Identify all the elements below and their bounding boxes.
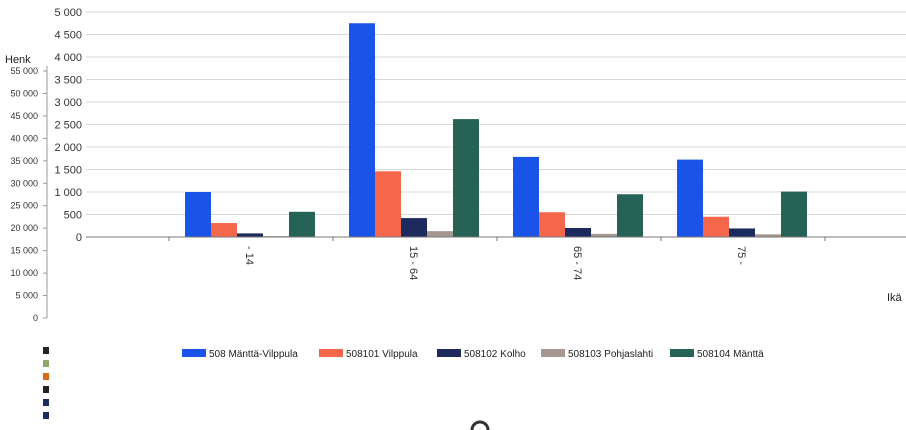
legend-swatch	[437, 349, 461, 357]
bar	[781, 191, 807, 237]
bar	[211, 223, 237, 237]
foreground-chart: 5 000 4 500 4 000 3 500 3 000 2 500 2 000 1 500…	[54, 5, 906, 280]
legend-label: 508102 Kolho	[464, 349, 526, 360]
legend-swatch	[182, 349, 206, 357]
y-tick-label: 4 500	[54, 30, 82, 42]
bar	[401, 218, 427, 237]
bar	[729, 228, 755, 237]
y-tick-label: 3 000	[54, 97, 82, 109]
bar	[349, 23, 375, 237]
legend: 508 Mänttä-Vilppula 508101 Vilppula 508102…	[182, 349, 764, 360]
plot-background	[86, 5, 906, 242]
background-chart: 55 000 50 000 45 000 40 000 35 000 30 000 25 0…	[5, 54, 903, 430]
background-legend-swatch	[43, 347, 49, 354]
y-tick-label: 1 000	[54, 187, 82, 199]
bar	[677, 159, 703, 237]
bar	[565, 228, 591, 237]
loading-icon	[470, 420, 490, 430]
x-axis-label: Ikä	[887, 292, 903, 304]
legend-item: 508102 Kolho	[437, 349, 526, 360]
y-tick-label: 2 000	[54, 142, 82, 154]
legend-swatch	[319, 349, 343, 357]
background-y-tick-label: 45 000	[10, 111, 38, 121]
background-y-tick-label: 15 000	[10, 246, 38, 256]
x-tick-label: 75 -	[735, 246, 747, 265]
background-y-tick-label: 10 000	[10, 268, 38, 278]
background-y-tick-label: 40 000	[10, 133, 38, 143]
background-y-tick-label: 55 000	[10, 66, 38, 76]
y-tick-label: 1 500	[54, 165, 82, 177]
y-tick-label: 500	[64, 210, 82, 222]
bar	[185, 192, 211, 237]
legend-swatch	[541, 349, 565, 357]
legend-label: 508101 Vilppula	[346, 349, 418, 360]
bar	[617, 194, 643, 237]
background-y-tick-label: 25 000	[10, 201, 38, 211]
legend-item: 508104 Mänttä	[670, 349, 764, 360]
background-legend-swatch	[43, 360, 49, 367]
background-y-tick-label: 35 000	[10, 156, 38, 166]
legend-label: 508 Mänttä-Vilppula	[209, 349, 298, 360]
legend-label: 508103 Pohjaslahti	[568, 349, 653, 360]
legend-item: 508 Mänttä-Vilppula	[182, 349, 298, 360]
bar	[453, 119, 479, 237]
y-tick-label: 3 500	[54, 75, 82, 87]
background-legend-swatch	[43, 386, 49, 393]
background-y-tick-label: 30 000	[10, 178, 38, 188]
background-y-tick-label: 50 000	[10, 88, 38, 98]
y-tick-label: 0	[76, 232, 82, 244]
background-y-tick-label: 0	[33, 313, 38, 323]
background-y-tick-label: 5 000	[15, 291, 38, 301]
background-legend-swatch	[43, 373, 49, 380]
x-tick-label: 65 - 74	[571, 246, 583, 280]
legend-item: 508103 Pohjaslahti	[541, 349, 653, 360]
y-tick-label: 5 000	[54, 7, 82, 19]
legend-item: 508101 Vilppula	[319, 349, 418, 360]
background-legend-swatch	[43, 399, 49, 406]
background-legend-swatch	[43, 412, 49, 419]
y-tick-label: 4 000	[54, 52, 82, 64]
bar	[427, 231, 453, 237]
bar	[513, 156, 539, 237]
background-y-tick-label: 20 000	[10, 223, 38, 233]
y-tick-label: 2 500	[54, 120, 82, 132]
bar	[703, 216, 729, 237]
bar	[591, 233, 617, 237]
legend-swatch	[670, 349, 694, 357]
legend-label: 508104 Mänttä	[697, 349, 764, 360]
bar	[539, 212, 565, 237]
y-axis-label: Henk	[5, 54, 31, 66]
x-tick-label: - 14	[243, 246, 255, 265]
x-tick-label: 15 - 64	[407, 246, 419, 280]
bar	[289, 211, 315, 237]
bar	[755, 234, 781, 237]
bar	[375, 171, 401, 237]
bar	[237, 233, 263, 237]
